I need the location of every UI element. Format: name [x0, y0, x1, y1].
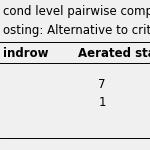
- Text: 7: 7: [98, 78, 106, 91]
- Text: cond level pairwise compar: cond level pairwise compar: [3, 4, 150, 18]
- Text: osting: Alternative to criteria: osting: Alternative to criteria: [3, 24, 150, 37]
- Text: 1: 1: [98, 96, 106, 109]
- Text: Aerated static p: Aerated static p: [78, 47, 150, 60]
- Text: indrow: indrow: [3, 47, 48, 60]
